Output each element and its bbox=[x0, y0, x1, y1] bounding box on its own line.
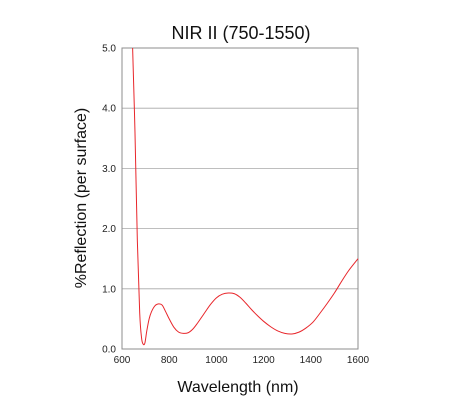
y-tick-label: 4.0 bbox=[102, 104, 116, 115]
y-tick-label: 2.0 bbox=[102, 224, 116, 235]
y-axis-label: %Reflection (per surface) bbox=[73, 108, 90, 289]
reflection-curve bbox=[132, 47, 359, 346]
y-tick-labels: 0.0 1.0 2.0 3.0 4.0 5.0 bbox=[102, 44, 116, 356]
x-tick-label: 1200 bbox=[252, 355, 275, 366]
y-tick-label: 3.0 bbox=[102, 164, 116, 175]
x-tick-label: 600 bbox=[114, 355, 131, 366]
x-axis-label: Wavelength (nm) bbox=[177, 379, 298, 396]
y-tick-label: 0.0 bbox=[102, 345, 116, 356]
x-tick-labels: 600 800 1000 1200 1400 1600 bbox=[114, 355, 370, 366]
plot-area-frame bbox=[121, 47, 359, 350]
x-tick-label: 1400 bbox=[300, 355, 323, 366]
chart-title: NIR II (750-1550) bbox=[171, 23, 310, 43]
x-tick-label: 1600 bbox=[347, 355, 370, 366]
y-tick-label: 1.0 bbox=[102, 284, 116, 295]
x-tick-label: 800 bbox=[161, 355, 178, 366]
y-tick-label: 5.0 bbox=[102, 44, 116, 55]
gridlines bbox=[122, 107, 358, 290]
x-tick-label: 1000 bbox=[205, 355, 228, 366]
